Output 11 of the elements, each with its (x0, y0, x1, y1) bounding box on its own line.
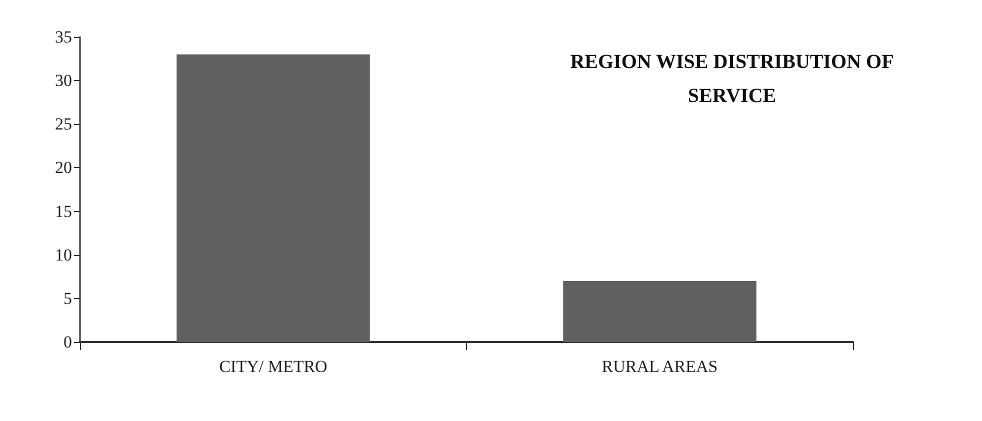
y-tick-label: 10 (55, 245, 72, 264)
y-tick-label: 35 (55, 28, 72, 46)
y-tick-label: 25 (55, 114, 72, 134)
text: REGION WISE DISTRIBUTION OF SERVICE (570, 51, 894, 107)
x-tick-label: CITY/ METRO (219, 357, 328, 376)
x-tick-label: RURAL AREAS (602, 357, 718, 376)
y-tick-label: 20 (55, 158, 72, 178)
y-tick-label: 0 (64, 332, 72, 352)
y-tick-label: 30 (55, 71, 72, 90)
y-tick-label: 5 (64, 288, 72, 308)
y-tick-label: 15 (55, 202, 72, 221)
